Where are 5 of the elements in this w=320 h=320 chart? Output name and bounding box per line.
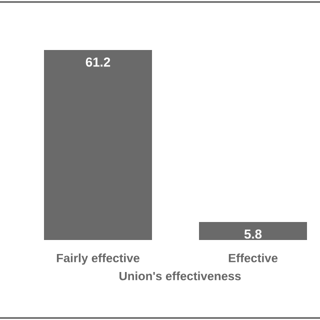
x-tick-label: Effective xyxy=(228,254,278,262)
data-label: 61.2 xyxy=(86,58,110,67)
x-axis-title: Union's effectiveness xyxy=(120,272,241,280)
data-label: 5.8 xyxy=(244,230,262,239)
x-tick-label: Fairly effective xyxy=(56,254,140,265)
